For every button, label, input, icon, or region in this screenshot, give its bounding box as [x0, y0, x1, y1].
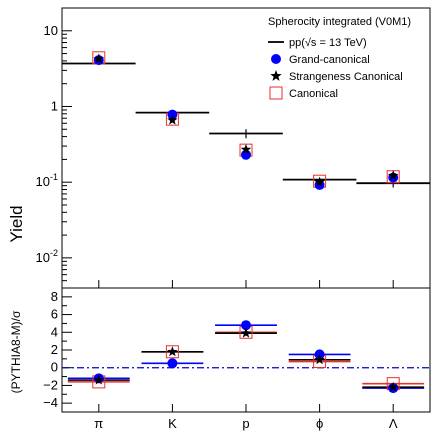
bottom-y-tick-label: 4 [51, 324, 58, 339]
strangeness-canonical-marker [93, 53, 105, 64]
strangeness-canonical-marker [240, 144, 252, 154]
strangeness-deviation-marker [167, 346, 178, 357]
x-tick-label: ϕ [316, 416, 323, 431]
legend-grand-marker [271, 54, 281, 64]
grand-canonical-deviation-marker [167, 358, 178, 369]
bottom-y-tick-label: −2 [43, 377, 58, 392]
strangeness-deviation-marker [387, 381, 399, 392]
legend-canonical-marker [269, 86, 283, 100]
grand-canonical-deviation-marker [241, 320, 251, 331]
legend-title: Spherocity integrated (V0M1) [268, 16, 411, 28]
top-data-marks [62, 51, 430, 190]
top-y-tick-label: 10-1 [36, 172, 58, 189]
bottom-y-ticks: 8 6 4 2 0 −2 −4 [43, 289, 72, 410]
bottom-y-tick-label: 2 [51, 342, 58, 357]
top-y-axis-title: Yield [7, 205, 26, 242]
x-tick-label: p [242, 416, 249, 431]
top-y-tick-label: 10-2 [36, 248, 58, 265]
legend-canonical-label: Canonical [289, 88, 338, 100]
legend: Spherocity integrated (V0M1) pp(√s = 13 … [268, 16, 411, 100]
strangeness-deviation-marker [240, 327, 252, 338]
strangeness-canonical-marker [314, 176, 325, 187]
bottom-y-tick-label: 0 [51, 360, 58, 375]
legend-data-label: pp(√s = 13 TeV) [289, 37, 367, 49]
top-y-tick-label: 10 [44, 23, 58, 38]
legend-grand-label: Grand-canonical [289, 54, 370, 66]
x-tick-label: π [94, 416, 103, 431]
top-y-tick-label: 1 [51, 98, 58, 113]
strangeness-canonical-marker [387, 170, 399, 181]
legend-strange-label: Strangeness Canonical [289, 71, 403, 83]
legend-strange-marker [270, 70, 282, 81]
bottom-y-tick-label: 8 [51, 289, 58, 304]
canonical-deviation-marker [165, 345, 179, 359]
x-tick-label: K [168, 416, 177, 431]
x-tick-label: Λ [389, 416, 398, 431]
strangeness-canonical-marker [167, 114, 178, 125]
strangeness-deviation-marker [314, 354, 325, 365]
bottom-data-marks [62, 320, 430, 394]
top-y-ticks: 10 1 10-1 10-2 [36, 7, 72, 289]
bottom-y-tick-label: 6 [51, 307, 58, 322]
bottom-y-tick-label: −4 [43, 395, 58, 410]
bottom-y-axis-title: (PYTHIA8-M)/σ [9, 310, 23, 393]
strangeness-deviation-marker [93, 374, 105, 385]
bottom-panel-frame [61, 287, 431, 413]
